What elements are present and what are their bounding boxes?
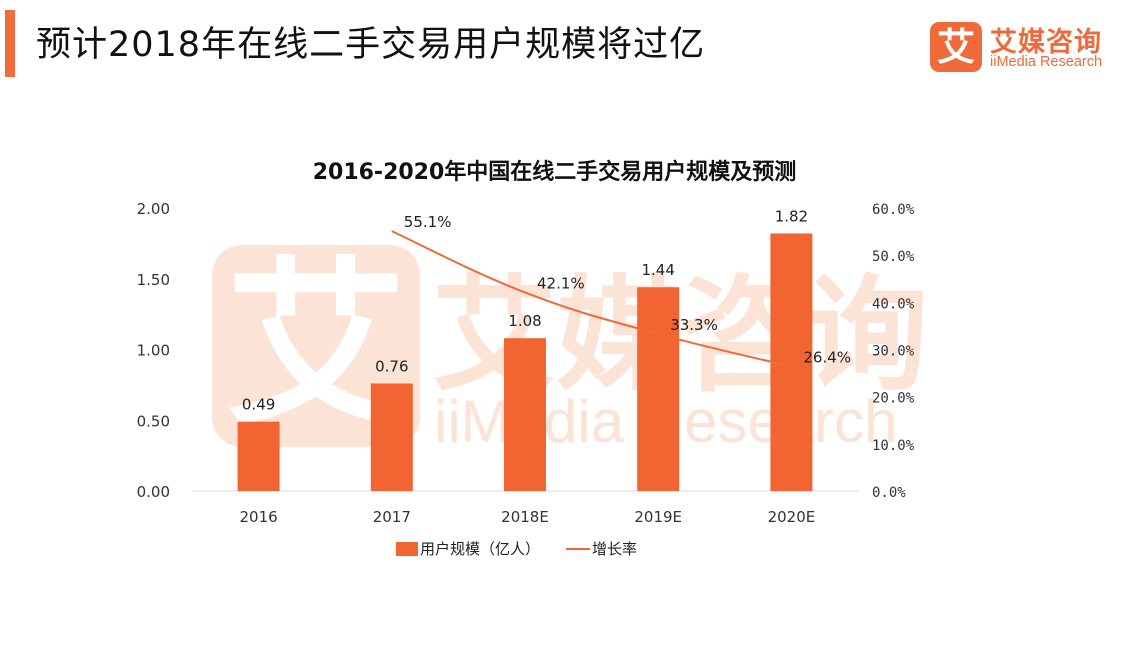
bar-value-label: 1.08 [508, 312, 541, 330]
brand-logo: 艾 艾媒咨询 iiMedia Research [930, 22, 1115, 76]
bar-2019E [637, 287, 680, 491]
y-left-tick-label: 0.00 [137, 483, 170, 501]
chart-title: 2016-2020年中国在线二手交易用户规模及预测 [312, 160, 797, 185]
legend-swatch-bar [396, 541, 418, 556]
y-left-tick-label: 1.50 [137, 271, 170, 289]
y-right-tick-label: 0.0% [872, 485, 906, 501]
x-axis-labels: 2016 2017 2018E 2019E 2020E [240, 508, 816, 526]
bar-2018E [504, 338, 546, 491]
y-left-tick-label: 0.50 [137, 412, 170, 430]
y-right-tick-label: 30.0% [872, 344, 915, 360]
bar-value-label: 0.49 [242, 396, 275, 414]
growth-rate-label: 33.3% [670, 316, 718, 334]
legend-swatch-line [566, 547, 591, 550]
x-tick-label: 2017 [373, 508, 411, 526]
bar-value-label: 1.44 [641, 261, 674, 279]
x-tick-label: 2020E [768, 508, 816, 526]
y-right-tick-label: 60.0% [872, 202, 915, 218]
growth-rate-label: 55.1% [404, 213, 452, 231]
bar-labels: 0.49 0.76 1.08 1.44 1.82 [242, 207, 808, 413]
logo-name-cn: 艾媒咨询 [990, 27, 1102, 58]
legend: 用户规模（亿人） 增长率 [396, 538, 637, 559]
page-title: 预计2018年在线二手交易用户规模将过亿 [36, 25, 706, 65]
legend-label-bar: 用户规模（亿人） [420, 540, 541, 558]
watermark-icon-box [212, 245, 420, 447]
x-tick-label: 2018E [501, 508, 549, 526]
y-axis-left: 0.00 0.50 1.00 1.50 2.00 [137, 200, 170, 501]
chart-title-wrap: 2016-2020年中国在线二手交易用户规模及预测 [0, 154, 1123, 186]
growth-rate-label: 42.1% [537, 274, 585, 292]
title-accent-bar [5, 10, 15, 77]
y-right-tick-label: 10.0% [872, 438, 915, 454]
bar-value-label: 0.76 [375, 357, 408, 375]
legend-label-line: 增长率 [592, 540, 638, 558]
logo-name-en: iiMedia Research [990, 54, 1103, 70]
bar-2017 [370, 383, 413, 491]
bar-2016 [237, 421, 280, 491]
y-right-tick-label: 40.0% [872, 296, 915, 312]
y-left-tick-label: 2.00 [137, 200, 170, 218]
growth-rate-line [391, 230, 792, 368]
y-left-tick-label: 1.00 [137, 342, 170, 360]
y-axis-right: 0.0% 10.0% 20.0% 30.0% 40.0% 50.0% 60.0% [872, 202, 915, 501]
logo-icon: 艾 [930, 22, 982, 72]
y-right-tick-label: 50.0% [872, 249, 915, 265]
y-right-tick-label: 20.0% [872, 391, 915, 407]
bar-value-label: 1.82 [775, 207, 808, 225]
line-series [391, 230, 792, 368]
line-labels: 55.1% 42.1% 33.3% 26.4% [404, 213, 851, 366]
x-tick-label: 2019E [634, 508, 682, 526]
x-tick-label: 2016 [240, 508, 278, 526]
growth-rate-label: 26.4% [803, 348, 851, 366]
